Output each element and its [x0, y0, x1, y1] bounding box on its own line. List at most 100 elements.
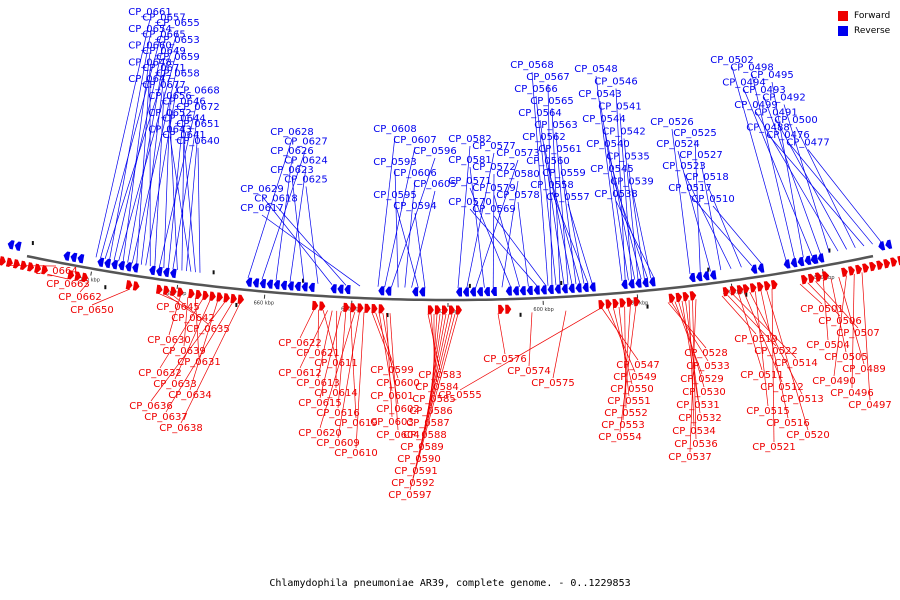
reverse-gene-arrow [337, 284, 344, 294]
gene-label: CP_0525 [673, 128, 716, 139]
reverse-gene-arrow [419, 287, 426, 297]
gene-label: CP_0530 [682, 387, 725, 398]
leader-line [738, 293, 763, 371]
gene-label: CP_0564 [518, 108, 561, 119]
leader-line [751, 74, 796, 260]
gene-label: CP_0560 [526, 156, 569, 167]
gene-label: CP_0631 [177, 357, 220, 368]
leader-line [172, 295, 209, 325]
gene-label: CP_0639 [162, 346, 205, 357]
leader-line [683, 172, 732, 269]
reverse-gene-arrow [462, 287, 469, 297]
forward-gene-arrow [736, 285, 744, 295]
gene-label: CP_0623 [270, 165, 313, 176]
leader-line [559, 155, 577, 285]
gene-label: CP_0652 [148, 108, 191, 119]
leader-line [100, 24, 165, 259]
gene-label: CP_0584 [415, 382, 458, 393]
gene-label: CP_0651 [176, 119, 219, 130]
gene-label: CP_0619 [334, 418, 377, 429]
reverse-gene-arrow [344, 284, 351, 295]
gene-label: CP_0664 [34, 266, 77, 277]
forward-gene-arrow [448, 305, 455, 315]
gene-label: CP_0603 [370, 417, 413, 428]
leader-line [838, 276, 865, 365]
gene-label: CP_0502 [710, 55, 753, 66]
leader-line [377, 135, 396, 287]
gene-label: CP_0498 [730, 63, 773, 74]
feature-mark [212, 270, 215, 275]
forward-gene-arrow [27, 262, 35, 272]
feature-mark [745, 292, 748, 297]
leader-line [681, 300, 699, 401]
gene-label: CP_0537 [668, 452, 711, 463]
gene-label: CP_0506 [818, 316, 861, 327]
gene-label: CP_0519 [734, 334, 777, 345]
reverse-gene-arrow [621, 279, 628, 290]
legend-reverse-label: Reverse [854, 25, 891, 36]
leader-line [603, 125, 636, 280]
reverse-gene-arrow [703, 271, 710, 281]
gene-label: CP_0614 [314, 388, 357, 399]
gene-label: CP_0511 [740, 370, 783, 381]
leader-line [384, 146, 416, 288]
gene-label: CP_0658 [156, 69, 199, 80]
gene-label: CP_0492 [762, 93, 805, 104]
gene-label: CP_0550 [610, 384, 653, 395]
reverse-gene-arrow [63, 251, 71, 261]
forward-gene-arrow [814, 272, 822, 282]
feature-mark [707, 267, 710, 272]
reverse-gene-arrow [170, 268, 177, 279]
reverse-gene-arrow [561, 284, 568, 294]
leader-line [766, 289, 809, 431]
forward-gene-arrow [633, 297, 640, 307]
genome-backbone [26, 254, 874, 302]
leader-line [799, 283, 823, 305]
forward-gene-arrow [319, 301, 326, 311]
gene-label: CP_0539 [610, 177, 653, 188]
gene-label: CP_0494 [722, 78, 765, 89]
leader-line [291, 176, 305, 283]
forward-gene-arrow [668, 293, 676, 303]
reverse-gene-arrow [163, 267, 170, 278]
leader-line [618, 307, 630, 397]
forward-gene-arrow [869, 261, 877, 272]
gene-label: CP_0592 [391, 478, 434, 489]
leader-line [391, 157, 436, 288]
reverse-gene-arrow [456, 287, 463, 297]
leader-line [469, 208, 538, 287]
leader-line [414, 212, 426, 288]
reverse-gene-arrow [582, 282, 589, 292]
reverse-gene-arrow [111, 259, 119, 270]
forward-gene-arrow [162, 285, 170, 295]
gene-label: CP_0553 [601, 420, 644, 431]
feature-mark [828, 248, 831, 253]
reverse-gene-arrow [533, 285, 540, 295]
forward-gene-arrow [848, 266, 855, 276]
reverse-gene-arrow [70, 252, 78, 263]
leader-line [685, 300, 701, 414]
gene-label: CP_0595 [373, 190, 416, 201]
gene-label: CP_0610 [334, 448, 377, 459]
gene-label: CP_0573 [496, 148, 539, 159]
gene-label: CP_0532 [678, 413, 721, 424]
reverse-gene-arrow [635, 278, 642, 288]
reverse-gene-arrow [308, 282, 315, 292]
leader-line [763, 96, 821, 255]
tick-line [176, 284, 179, 289]
gene-label: CP_0499 [734, 100, 777, 111]
reverse-gene-arrow [490, 286, 497, 297]
forward-gene-arrow [5, 257, 13, 268]
gene-label: CP_0634 [168, 390, 211, 401]
gene-label: CP_0552 [604, 408, 647, 419]
gene-label: CP_0576 [483, 354, 526, 365]
gene-label: CP_0476 [766, 130, 809, 141]
leader-line [807, 149, 882, 243]
reverse-gene-arrow [568, 283, 575, 293]
forward-gene-arrow [807, 273, 815, 284]
gene-label: CP_0501 [800, 304, 843, 315]
leader-line [375, 312, 399, 379]
leader-line [475, 159, 519, 288]
gene-label: CP_0663 [46, 279, 89, 290]
leader-line [418, 313, 450, 455]
